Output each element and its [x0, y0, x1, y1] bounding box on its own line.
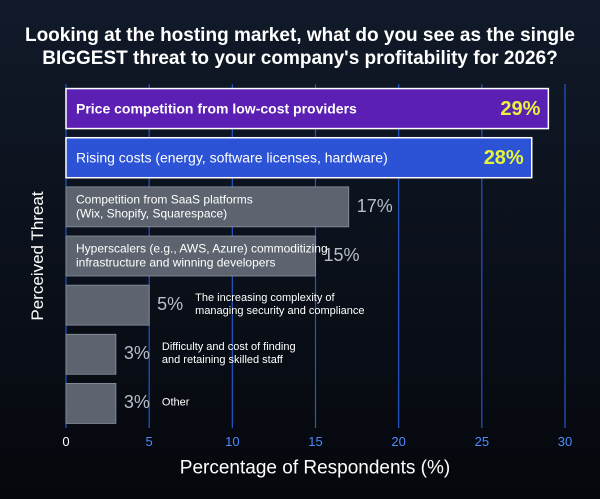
value-label: 15%	[323, 245, 360, 266]
bar	[65, 333, 117, 375]
value-label: 28%	[483, 146, 524, 169]
bar	[65, 136, 533, 179]
bar	[65, 186, 350, 228]
category-label: The increasing complexity of managing se…	[195, 291, 365, 318]
category-label: Difficulty and cost of finding and retai…	[161, 341, 296, 367]
x-tick-label: 30	[558, 434, 572, 449]
bar	[65, 235, 316, 277]
value-label: 5%	[157, 294, 184, 315]
value-label: 3%	[123, 392, 150, 413]
x-tick-label: 0	[62, 434, 69, 449]
x-tick-label: 10	[225, 434, 239, 449]
value-label: 3%	[123, 343, 150, 364]
category-label: Rising costs (energy, software licenses,…	[76, 149, 388, 166]
category-label: Competition from SaaS platforms (Wix, Sh…	[76, 192, 253, 221]
value-label: 29%	[500, 97, 541, 120]
y-axis-label: Perceived Threat	[27, 191, 47, 321]
x-tick-label: 15	[308, 434, 322, 449]
value-label: 17%	[356, 196, 393, 217]
category-label: Hyperscalers (e.g., AWS, Azure) commodit…	[76, 241, 328, 270]
x-tick-label: 5	[146, 434, 153, 449]
x-tick-label: 25	[475, 434, 489, 449]
bar	[65, 87, 550, 130]
category-label: Other	[161, 396, 190, 409]
x-axis-label: Percentage of Respondents (%)	[179, 457, 451, 479]
chart-title: Looking at the hosting market, what do y…	[24, 25, 576, 69]
category-label: Price competition from low-cost provider…	[76, 100, 357, 117]
bar	[65, 383, 117, 424]
x-tick-label: 20	[391, 434, 405, 449]
bar	[65, 284, 150, 326]
